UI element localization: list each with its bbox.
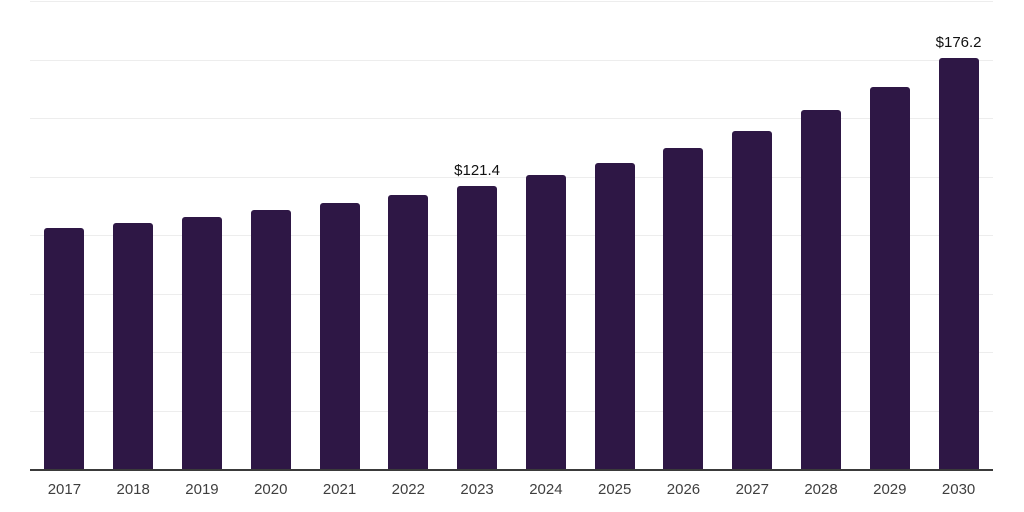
gridline	[30, 118, 993, 119]
x-axis-line	[30, 469, 993, 471]
gridline	[30, 293, 993, 295]
x-tick-label-2028: 2028	[804, 481, 838, 498]
bar-2030[interactable]	[938, 57, 979, 470]
x-tick-label-2026: 2026	[666, 481, 701, 498]
x-tick-label-2030: 2030	[941, 481, 976, 498]
plot-area: $121.4 $176.2	[30, 1, 993, 470]
x-tick-label-2019: 2019	[185, 481, 219, 498]
x-tick-label-2020: 2020	[254, 481, 288, 498]
bar-2021[interactable]	[319, 203, 360, 470]
bar-2017[interactable]	[44, 227, 85, 470]
bar-2027[interactable]	[732, 130, 773, 470]
x-tick-label-2021: 2021	[322, 481, 357, 498]
gridline	[30, 176, 993, 178]
x-axis-labels: 2017 2018 2019 2020 2021 2022 2023 2024 2025 2026…	[30, 482, 993, 502]
gridline	[30, 352, 993, 353]
bar-2026[interactable]	[663, 148, 704, 470]
gridline	[30, 410, 993, 412]
x-tick-label-2025: 2025	[597, 481, 632, 498]
bar-2023[interactable]	[457, 185, 498, 470]
bar-2018[interactable]	[113, 222, 154, 470]
gridline	[30, 1, 993, 2]
bar-2024[interactable]	[525, 175, 566, 470]
x-tick-label-2022: 2022	[391, 481, 425, 498]
data-label-2030: $176.2	[935, 33, 982, 51]
bar-2028[interactable]	[801, 110, 842, 470]
x-tick-label-2024: 2024	[529, 481, 563, 498]
gridline	[30, 235, 993, 236]
x-tick-label-2027: 2027	[735, 481, 769, 498]
bar-2020[interactable]	[250, 210, 291, 470]
gridline	[30, 59, 993, 61]
bar-2029[interactable]	[869, 87, 910, 470]
bar-2019[interactable]	[181, 217, 222, 470]
bar-2025[interactable]	[594, 162, 635, 470]
x-tick-label-2023: 2023	[460, 481, 494, 498]
x-tick-label-2017: 2017	[47, 481, 82, 498]
x-tick-label-2029: 2029	[873, 481, 907, 498]
bar-2022[interactable]	[388, 195, 429, 470]
x-tick-label-2018: 2018	[116, 481, 150, 498]
data-label-2023: $121.4	[454, 161, 501, 179]
